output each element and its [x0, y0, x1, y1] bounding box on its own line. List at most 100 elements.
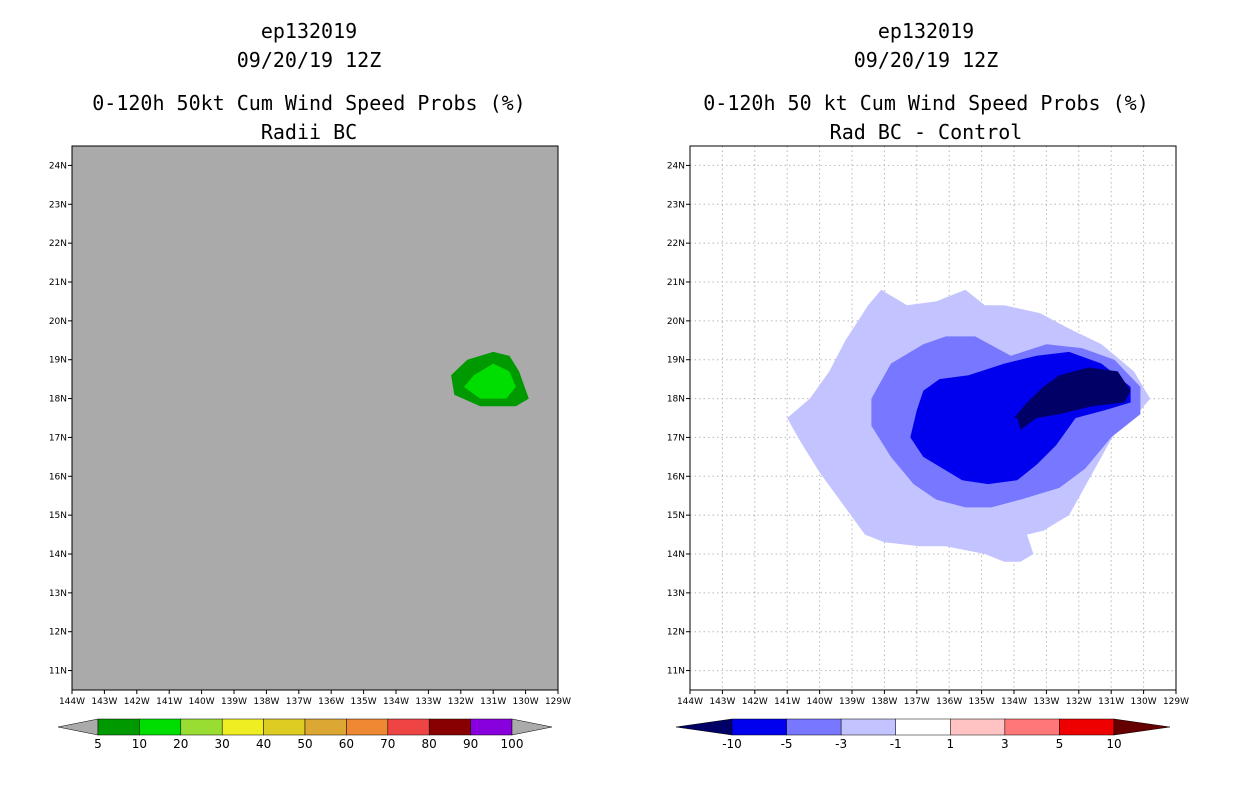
left-x-tick-label: 135W: [351, 697, 377, 707]
left-colorbar-under-triangle: [57, 718, 99, 736]
left-y-tick-label: 14N: [49, 550, 67, 560]
left-title-date: 09/20/19 12Z: [237, 48, 382, 72]
left-colorbar-label: 20: [173, 737, 188, 751]
left-x-tick-label: 142W: [124, 697, 150, 707]
left-x-tick-label: 143W: [91, 697, 117, 707]
right-y-tick-label: 18N: [667, 395, 685, 405]
left-colorbar-segment: [221, 718, 264, 736]
right-colorbar-segment: [1059, 718, 1115, 736]
left-y-tick-label: 23N: [49, 200, 67, 210]
right-colorbar-label: 10: [1106, 737, 1121, 751]
left-y-tick-label: 18N: [49, 395, 67, 405]
left-x-tick-label: 139W: [221, 697, 247, 707]
left-colorbar-segment: [470, 718, 513, 736]
left-colorbar-segment: [304, 718, 347, 736]
right-x-tick-label: 140W: [807, 697, 833, 707]
left-colorbar-segment: [346, 718, 389, 736]
right-colorbar-label: 3: [1001, 737, 1009, 751]
left-plot-frame: [71, 145, 559, 691]
left-plot-background: [72, 146, 558, 690]
right-y-tick-label: 22N: [667, 239, 685, 249]
right-y-tick-label: 11N: [667, 667, 685, 677]
left-colorbar-label: 50: [297, 737, 312, 751]
right-y-tick-label: 14N: [667, 550, 685, 560]
left-colorbar-label: 70: [380, 737, 395, 751]
left-colorbar-segment: [180, 718, 223, 736]
left-colorbar-label: 80: [422, 737, 437, 751]
right-colorbar-label: -5: [781, 737, 793, 751]
right-contour-level-minus10: [1014, 367, 1131, 430]
left-y-tick-label: 17N: [49, 433, 67, 443]
right-x-tick-label: 136W: [936, 697, 962, 707]
left-colorbar-label: 90: [463, 737, 478, 751]
left-y-tick-label: 19N: [49, 356, 67, 366]
left-colorbar: 5 10 20 30 40 50 60 70 80 90 100: [57, 718, 553, 751]
right-x-tick-label: 139W: [839, 697, 865, 707]
right-x-tick-label: 135W: [969, 697, 995, 707]
left-y-tick-label: 24N: [49, 161, 67, 171]
right-colorbar-segment: [840, 718, 896, 736]
left-colorbar-label: 5: [94, 737, 102, 751]
right-colorbar-segment: [1004, 718, 1060, 736]
right-colorbar-label: 1: [946, 737, 954, 751]
right-colorbar: -10 -5 -3 -1 1 3 5 10: [675, 718, 1171, 751]
left-contour-level-10: [464, 363, 516, 399]
right-x-tick-label: 134W: [1001, 697, 1027, 707]
right-colorbar-label: -1: [890, 737, 902, 751]
left-x-tick-label: 133W: [415, 697, 441, 707]
right-colorbar-under-triangle: [675, 718, 733, 736]
right-x-tick-label: 141W: [774, 697, 800, 707]
left-y-tick-label: 16N: [49, 472, 67, 482]
left-y-tick-label: 21N: [49, 278, 67, 288]
right-panel: ep132019 09/20/19 12Z 0-120h 50 kt Cum W…: [667, 19, 1189, 751]
right-title-experiment: Rad BC - Control: [830, 120, 1023, 144]
left-title-storm: ep132019: [261, 19, 357, 43]
right-title-date: 09/20/19 12Z: [854, 48, 999, 72]
left-y-tick-label: 15N: [49, 511, 67, 521]
right-x-tick-label: 133W: [1033, 697, 1059, 707]
right-x-tick-label: 130W: [1131, 697, 1157, 707]
left-colorbar-label: 40: [256, 737, 271, 751]
right-colorbar-segment: [895, 718, 951, 736]
left-colorbar-segment: [139, 718, 182, 736]
right-y-tick-label: 16N: [667, 472, 685, 482]
left-x-tick-label: 141W: [156, 697, 182, 707]
right-x-tick-label: 143W: [709, 697, 735, 707]
right-y-tick-label: 19N: [667, 356, 685, 366]
left-colorbar-label: 60: [339, 737, 354, 751]
left-x-tick-label: 130W: [513, 697, 539, 707]
right-x-tick-label: 142W: [742, 697, 768, 707]
left-colorbar-label: 10: [132, 737, 147, 751]
left-title-product: 0-120h 50kt Cum Wind Speed Probs (%): [92, 91, 525, 115]
left-x-tick-label: 144W: [59, 697, 85, 707]
left-x-tick-label: 129W: [545, 697, 571, 707]
right-y-tick-label: 24N: [667, 161, 685, 171]
left-y-tick-label: 12N: [49, 628, 67, 638]
left-colorbar-segment: [263, 718, 306, 736]
right-x-tick-label: 129W: [1163, 697, 1189, 707]
left-x-tick-label: 131W: [480, 697, 506, 707]
left-x-tick-label: 134W: [383, 697, 409, 707]
left-colorbar-label: 30: [215, 737, 230, 751]
right-x-tick-label: 144W: [677, 697, 703, 707]
left-title-experiment: Radii BC: [261, 120, 357, 144]
right-colorbar-segment: [786, 718, 842, 736]
right-y-tick-label: 23N: [667, 200, 685, 210]
right-colorbar-label: -3: [835, 737, 847, 751]
left-map-plot: 144W 143W 142W 141W 140W 139W 138W 137W 136W 135W…: [49, 145, 571, 707]
right-plot-frame: [689, 145, 1177, 691]
right-title-storm: ep132019: [878, 19, 974, 43]
left-y-tick-label: 13N: [49, 589, 67, 599]
right-y-tick-label: 12N: [667, 628, 685, 638]
right-title-product: 0-120h 50 kt Cum Wind Speed Probs (%): [703, 91, 1149, 115]
right-x-tick-label: 138W: [871, 697, 897, 707]
right-map-plot: 144W 143W 142W 141W 140W 139W 138W 137W 136W 135W…: [667, 145, 1189, 707]
right-colorbar-label: 5: [1056, 737, 1064, 751]
right-y-tick-label: 20N: [667, 317, 685, 327]
right-x-tick-label: 137W: [904, 697, 930, 707]
left-x-tick-label: 140W: [189, 697, 215, 707]
left-colorbar-segment: [387, 718, 430, 736]
right-x-tick-label: 131W: [1098, 697, 1124, 707]
left-y-tick-label: 11N: [49, 667, 67, 677]
